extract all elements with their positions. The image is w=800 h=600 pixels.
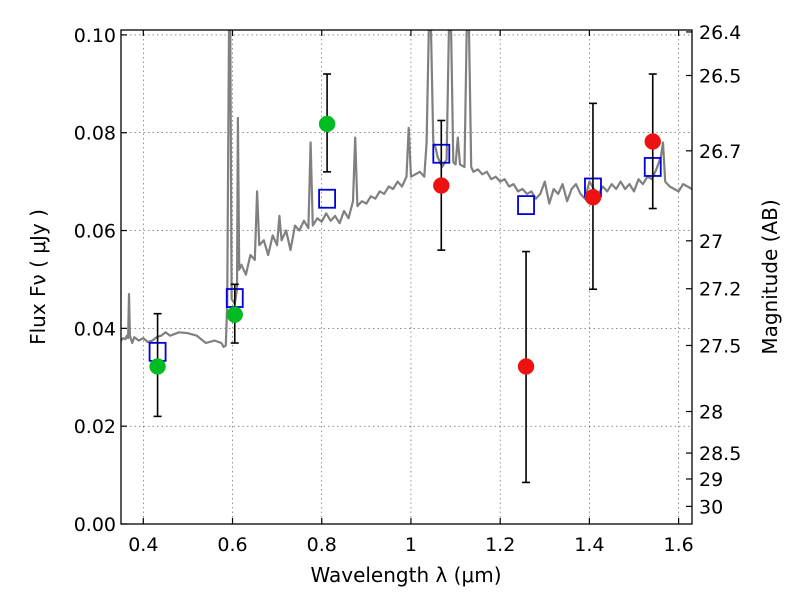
magnitude-tick-label: 27.5 [699, 335, 741, 357]
photometry-point [584, 189, 602, 206]
data-layer [121, 30, 692, 484]
x-tick-label: 0.4 [128, 534, 158, 556]
y-tick-label: 0.02 [74, 416, 116, 438]
photometry-point [644, 133, 661, 150]
magnitude-tick-label: 27 [699, 231, 723, 253]
magnitude-tick-label: 28 [699, 402, 723, 424]
photometry-point [226, 306, 244, 323]
x-tick-label: 1.6 [664, 534, 694, 556]
magnitude-tick-label: 29 [699, 469, 723, 491]
x-tick-label: 1.4 [574, 534, 604, 556]
magnitude-tick-label: 26.7 [699, 141, 741, 163]
y-tick-label: 0.06 [74, 221, 116, 243]
photometry-point [318, 115, 336, 133]
x-axis-label: Wavelength λ (μm) [310, 563, 501, 587]
magnitude-tick-label: 30 [699, 496, 723, 518]
magnitude-tick-label: 28.5 [699, 443, 741, 465]
plot-frame [120, 29, 693, 525]
y-tick-label: 0.10 [74, 25, 116, 47]
x-tick-label: 1 [405, 534, 417, 556]
magnitude-tick-label: 26.4 [699, 22, 741, 44]
tick-marks [121, 30, 692, 525]
model-square-marker [318, 188, 336, 209]
y-tick-label: 0.08 [74, 123, 116, 145]
photometry-point [433, 177, 450, 194]
photometry-point [517, 358, 535, 375]
y2-axis-label: Magnitude (AB) [758, 199, 782, 354]
model-square-marker [517, 195, 535, 216]
tick-labels: 0.4 0.6 0.8 1 1.2 1.4 1.6 0.00 0.02 0.04 0.06 0.08 0… [74, 22, 742, 556]
magnitude-tick-label: 26.5 [699, 65, 741, 87]
x-tick-label: 0.8 [307, 534, 337, 556]
plot-background [121, 30, 692, 524]
x-tick-label: 0.6 [217, 534, 247, 556]
y-tick-label: 0.04 [74, 318, 116, 340]
y-axis-label: Flux Fν ( μJy ) [26, 209, 50, 345]
photometry-point [149, 358, 166, 375]
y-tick-label: 0.00 [74, 514, 116, 536]
x-tick-label: 1.2 [485, 534, 515, 556]
magnitude-tick-label: 27.2 [699, 279, 741, 301]
